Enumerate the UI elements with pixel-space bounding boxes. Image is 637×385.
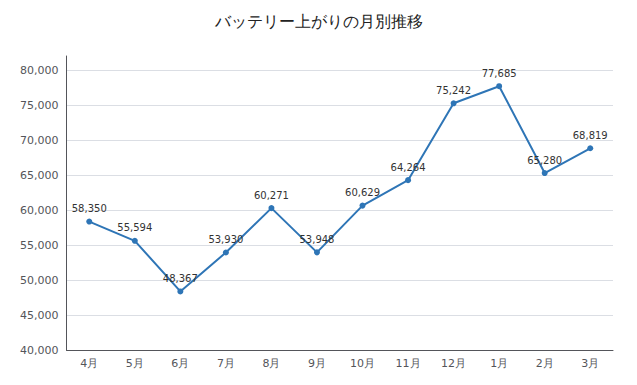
- svg-text:65,000: 65,000: [20, 169, 59, 182]
- svg-text:53,948: 53,948: [299, 234, 334, 245]
- svg-text:77,685: 77,685: [482, 68, 517, 79]
- svg-text:40,000: 40,000: [20, 344, 59, 357]
- svg-text:53,930: 53,930: [208, 234, 243, 245]
- svg-text:60,271: 60,271: [254, 190, 289, 201]
- svg-text:58,350: 58,350: [72, 203, 107, 214]
- svg-text:7月: 7月: [217, 357, 235, 370]
- svg-text:3月: 3月: [581, 357, 599, 370]
- svg-text:80,000: 80,000: [20, 64, 59, 77]
- svg-text:48,367: 48,367: [163, 273, 198, 284]
- svg-text:55,594: 55,594: [117, 222, 152, 233]
- svg-text:11月: 11月: [396, 357, 421, 370]
- svg-text:5月: 5月: [126, 357, 144, 370]
- svg-text:75,000: 75,000: [20, 99, 59, 112]
- svg-text:50,000: 50,000: [20, 274, 59, 287]
- svg-text:12月: 12月: [441, 357, 466, 370]
- svg-text:65,280: 65,280: [527, 155, 562, 166]
- svg-text:55,000: 55,000: [20, 239, 59, 252]
- svg-text:60,629: 60,629: [345, 187, 380, 198]
- svg-text:4月: 4月: [80, 357, 98, 370]
- svg-text:10月: 10月: [350, 357, 375, 370]
- svg-text:64,264: 64,264: [391, 162, 426, 173]
- svg-text:45,000: 45,000: [20, 309, 59, 322]
- svg-text:68,819: 68,819: [573, 130, 608, 141]
- svg-text:6月: 6月: [171, 357, 189, 370]
- svg-text:1月: 1月: [490, 357, 508, 370]
- svg-text:2月: 2月: [536, 357, 554, 370]
- svg-text:9月: 9月: [308, 357, 326, 370]
- svg-text:バッテリー上がりの月別推移: バッテリー上がりの月別推移: [214, 12, 423, 31]
- svg-text:70,000: 70,000: [20, 134, 59, 147]
- svg-text:75,242: 75,242: [436, 85, 471, 96]
- svg-text:60,000: 60,000: [20, 204, 59, 217]
- svg-text:8月: 8月: [262, 357, 280, 370]
